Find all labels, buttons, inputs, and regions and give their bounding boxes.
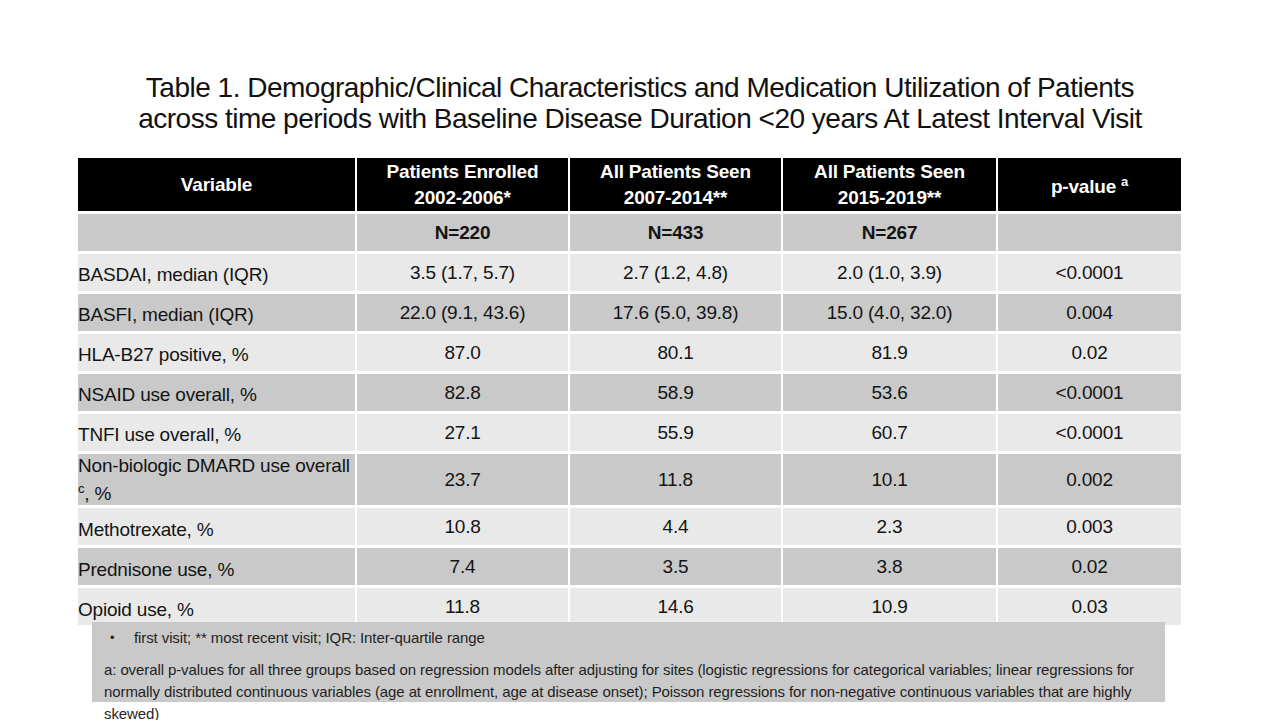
value-cell: 81.9 [783,334,998,374]
table-row: BASFI, median (IQR) 22.0 (9.1, 43.6) 17.… [78,294,1183,334]
table-row: HLA-B27 positive, % 87.0 80.1 81.9 0.02 [78,334,1183,374]
n-cell [998,214,1183,254]
value-cell: 3.5 (1.7, 5.7) [357,254,570,294]
table-title-line2: across time periods with Baseline Diseas… [0,103,1280,134]
footnote-a: a: overall p-values for all three groups… [104,659,1153,720]
value-cell: 22.0 (9.1, 43.6) [357,294,570,334]
col-header-enrolled-2002-2006: Patients Enrolled 2002-2006* [357,158,570,214]
pvalue-cell: 0.02 [998,334,1183,374]
variable-cell: HLA-B27 positive, % [78,334,357,374]
footnote-visit-definitions: • first visit; ** most recent visit; IQR… [104,629,1153,647]
pvalue-cell: 0.003 [998,508,1183,548]
value-cell: 17.6 (5.0, 39.8) [570,294,783,334]
table-row: TNFI use overall, % 27.1 55.9 60.7 <0.00… [78,414,1183,454]
variable-cell: BASDAI, median (IQR) [78,254,357,294]
value-cell: 80.1 [570,334,783,374]
value-cell: 2.3 [783,508,998,548]
n-cell: N=267 [783,214,998,254]
bullet-icon: • [104,629,134,647]
value-cell: 2.0 (1.0, 3.9) [783,254,998,294]
footnote-visit-text: first visit; ** most recent visit; IQR: … [134,629,485,647]
value-cell: 7.4 [357,548,570,588]
col-header-variable: Variable [78,158,357,214]
col-header-text: 2007-2014** [570,185,781,211]
variable-cell: TNFI use overall, % [78,414,357,454]
n-cell: N=220 [357,214,570,254]
col-header-text: p-valuea [998,169,1181,200]
slide: Table 1. Demographic/Clinical Characteri… [0,0,1280,720]
variable-cell: Methotrexate, % [78,508,357,548]
variable-cell: NSAID use overall, % [78,374,357,414]
pvalue-cell: 0.004 [998,294,1183,334]
footnotes-block: • first visit; ** most recent visit; IQR… [92,622,1165,702]
value-cell: 23.7 [357,454,570,508]
value-cell: 4.4 [570,508,783,548]
value-cell: 15.0 (4.0, 32.0) [783,294,998,334]
pvalue-cell: 0.002 [998,454,1183,508]
col-header-text: All Patients Seen [570,159,781,185]
col-header-seen-2007-2014: All Patients Seen 2007-2014** [570,158,783,214]
characteristics-table: Variable Patients Enrolled 2002-2006* Al… [78,158,1183,628]
col-header-text: All Patients Seen [783,159,996,185]
value-cell: 27.1 [357,414,570,454]
superscript-a: a [1121,174,1128,189]
n-cell: N=433 [570,214,783,254]
table-title: Table 1. Demographic/Clinical Characteri… [0,72,1280,134]
value-cell: 58.9 [570,374,783,414]
sample-size-row: N=220 N=433 N=267 [78,214,1183,254]
table-row: Prednisone use, % 7.4 3.5 3.8 0.02 [78,548,1183,588]
header-row: Variable Patients Enrolled 2002-2006* Al… [78,158,1183,214]
pvalue-cell: <0.0001 [998,414,1183,454]
variable-cell: Non-biologic DMARD use overall c, % [78,454,357,508]
pvalue-cell: <0.0001 [998,374,1183,414]
col-header-seen-2015-2019: All Patients Seen 2015-2019** [783,158,998,214]
col-header-text: 2002-2006* [357,185,568,211]
value-cell: 2.7 (1.2, 4.8) [570,254,783,294]
col-header-pvalue: p-valuea [998,158,1183,214]
value-cell: 82.8 [357,374,570,414]
value-cell: 10.8 [357,508,570,548]
variable-cell: Prednisone use, % [78,548,357,588]
value-cell: 87.0 [357,334,570,374]
table-title-line1: Table 1. Demographic/Clinical Characteri… [0,72,1280,103]
variable-cell: BASFI, median (IQR) [78,294,357,334]
table-row: Non-biologic DMARD use overall c, % 23.7… [78,454,1183,508]
value-cell: 3.8 [783,548,998,588]
pvalue-cell: 0.02 [998,548,1183,588]
col-header-text: Patients Enrolled [357,159,568,185]
variable-cell [78,214,357,254]
col-header-text: Variable [78,172,355,198]
table-row: BASDAI, median (IQR) 3.5 (1.7, 5.7) 2.7 … [78,254,1183,294]
pvalue-cell: <0.0001 [998,254,1183,294]
col-header-text: 2015-2019** [783,185,996,211]
value-cell: 53.6 [783,374,998,414]
value-cell: 60.7 [783,414,998,454]
value-cell: 10.1 [783,454,998,508]
value-cell: 3.5 [570,548,783,588]
table-row: NSAID use overall, % 82.8 58.9 53.6 <0.0… [78,374,1183,414]
value-cell: 11.8 [570,454,783,508]
table-row: Methotrexate, % 10.8 4.4 2.3 0.003 [78,508,1183,548]
value-cell: 55.9 [570,414,783,454]
